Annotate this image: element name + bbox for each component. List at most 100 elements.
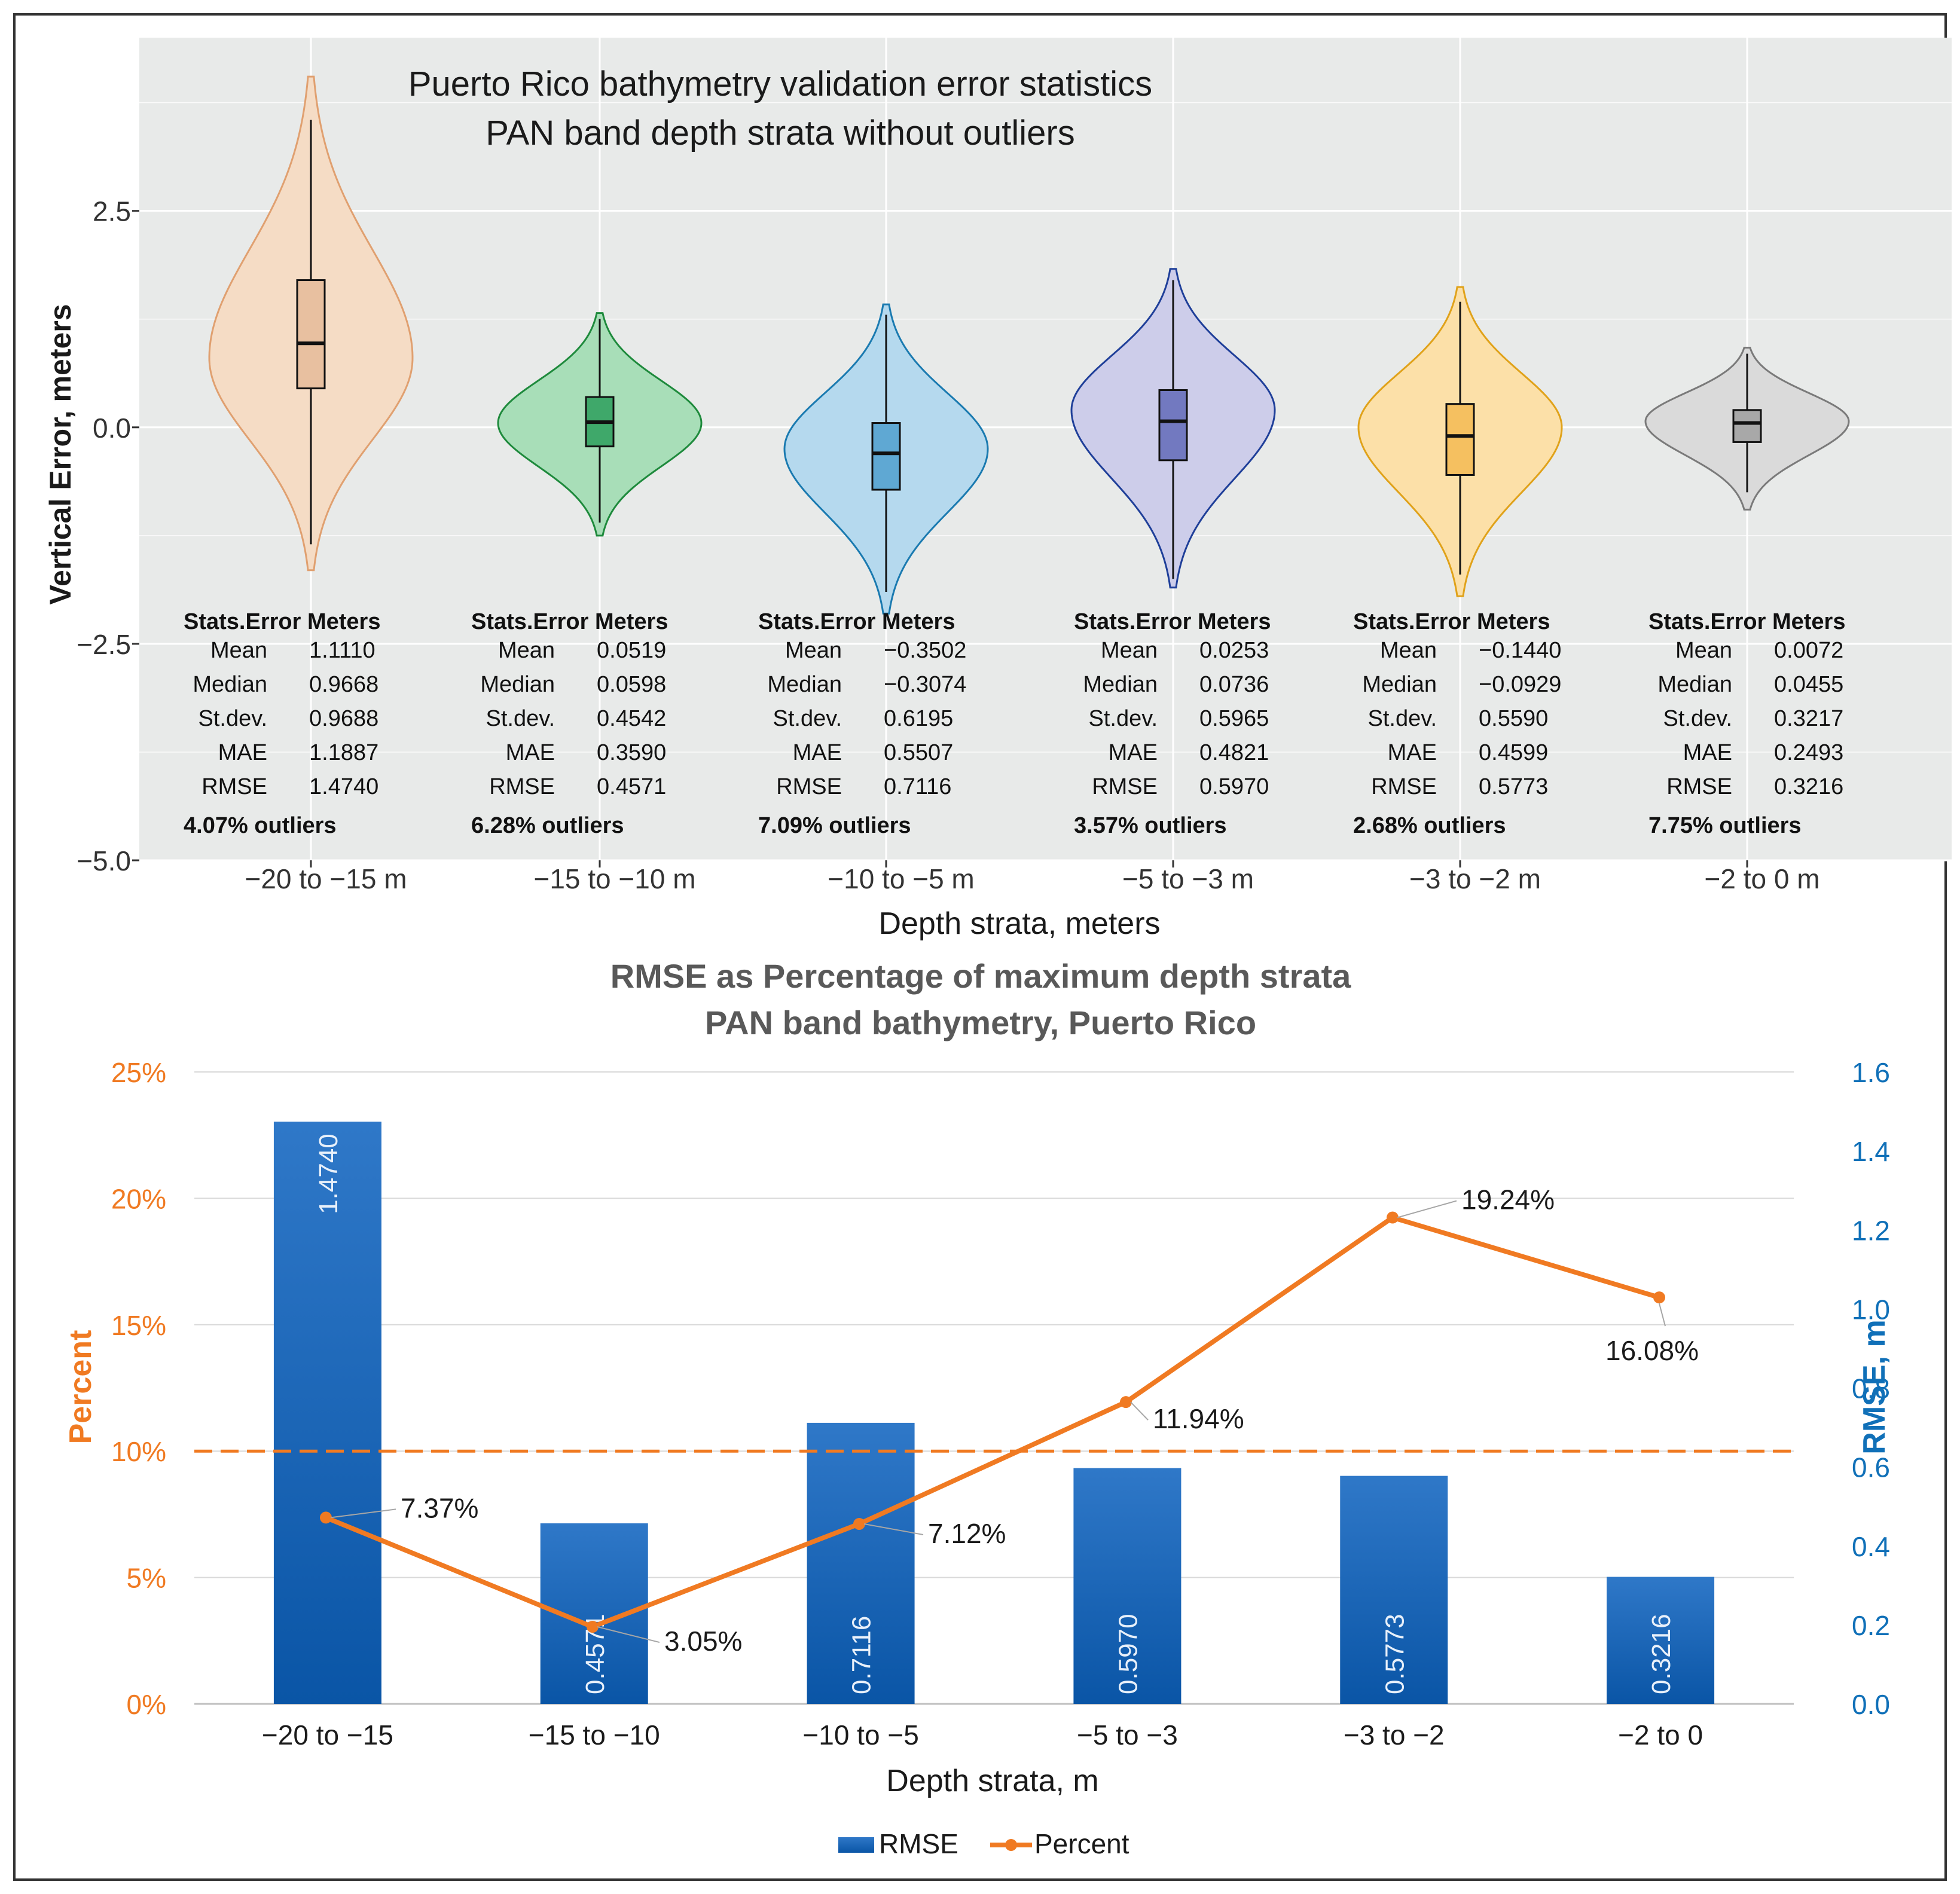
rmse-tick-label: 0.8 bbox=[1852, 1373, 1890, 1404]
stat-name: Median bbox=[1083, 672, 1158, 697]
iqr-box bbox=[871, 422, 901, 491]
stat-name: Median bbox=[480, 672, 555, 697]
iqr-box bbox=[1158, 389, 1188, 462]
stat-value: 0.7116 bbox=[884, 774, 951, 799]
percent-marker bbox=[1387, 1211, 1399, 1224]
stats-header-label: Stats.Error Meters bbox=[184, 609, 380, 634]
bar-x-axis-title: Depth strata, m bbox=[886, 1764, 1098, 1798]
stat-name: Mean bbox=[1101, 638, 1158, 663]
stat-name: MAE bbox=[506, 740, 555, 765]
stat-name: MAE bbox=[1109, 740, 1158, 765]
violin-subtitle: PAN band depth strata without outliers bbox=[486, 114, 1075, 152]
stat-name: RMSE bbox=[1371, 774, 1437, 799]
stat-value: 0.0598 bbox=[597, 672, 666, 697]
y-tick-label: 0.0 bbox=[93, 413, 131, 444]
stats-table: Stats.Error Meters Mean 0.0253 Median 0.0736… bbox=[1074, 609, 1271, 838]
rmse-axis: 0.0 0.2 0.4 0.6 0.8 1.0 1.2 1.4 1.6 bbox=[1852, 1057, 1890, 1720]
stat-name: St.dev. bbox=[1368, 706, 1437, 731]
stat-name: RMSE bbox=[776, 774, 842, 799]
violin-group bbox=[1357, 286, 1563, 597]
percent-leader-line bbox=[1130, 1401, 1149, 1420]
bar-gridlines bbox=[194, 1071, 1794, 1705]
stat-name: RMSE bbox=[489, 774, 555, 799]
stat-value: 0.0519 bbox=[597, 638, 666, 663]
legend-rmse-label: RMSE bbox=[879, 1828, 958, 1859]
outliers-label: 7.09% outliers bbox=[758, 813, 911, 838]
percent-leader-line bbox=[597, 1626, 660, 1643]
rmse-axis-title: RMSE, m bbox=[1857, 1319, 1892, 1454]
stat-value: 0.5773 bbox=[1479, 774, 1548, 799]
stat-name: RMSE bbox=[1666, 774, 1732, 799]
stat-value: 0.4821 bbox=[1199, 740, 1269, 765]
rmse-tick-label: 1.0 bbox=[1852, 1294, 1890, 1325]
stat-name: St.dev. bbox=[486, 706, 555, 731]
violin-y-axis: 2.5 0.0 −2.5 −5.0 bbox=[77, 196, 139, 876]
stat-name: Mean bbox=[498, 638, 555, 663]
stat-name: Median bbox=[1362, 672, 1437, 697]
x-tick-label: −2 to 0 m bbox=[1704, 863, 1819, 894]
violin-group bbox=[497, 312, 703, 537]
percent-data-label: 7.12% bbox=[928, 1518, 1006, 1549]
x-tick-label: −3 to −2 m bbox=[1409, 863, 1541, 894]
rmse-bar-group: 0.5773 bbox=[1340, 1476, 1448, 1704]
violin-x-axis-title: Depth strata, meters bbox=[878, 906, 1160, 941]
violin-group bbox=[1070, 268, 1276, 589]
rmse-bar-label: 0.5773 bbox=[1380, 1614, 1409, 1694]
bar-x-tick-label: −3 to −2 bbox=[1344, 1719, 1445, 1751]
stats-tables: Stats.Error Meters Mean 1.1110 Median 0.9668… bbox=[184, 609, 1845, 838]
stat-name: MAE bbox=[1683, 740, 1732, 765]
stat-value: −0.1440 bbox=[1479, 638, 1561, 663]
stat-name: Median bbox=[193, 672, 267, 697]
stat-name: RMSE bbox=[1092, 774, 1158, 799]
violins bbox=[208, 75, 1850, 615]
violin-group bbox=[1644, 347, 1850, 511]
stat-name: St.dev. bbox=[1663, 706, 1732, 731]
rmse-bar bbox=[1607, 1577, 1715, 1704]
bar-chart-subtitle: PAN band bathymetry, Puerto Rico bbox=[705, 1004, 1256, 1041]
x-tick-label: −5 to −3 m bbox=[1122, 863, 1254, 894]
stat-name: MAE bbox=[793, 740, 842, 765]
legend: RMSE Percent bbox=[838, 1828, 1129, 1859]
legend-percent-label: Percent bbox=[1034, 1828, 1129, 1859]
rmse-tick-label: 0.6 bbox=[1852, 1452, 1890, 1483]
legend-percent-swatch-marker bbox=[1005, 1839, 1017, 1851]
rmse-bar-label: 0.7116 bbox=[847, 1616, 877, 1694]
violin-chart: Stats.Error Meters Mean 1.1110 Median 0.9668… bbox=[44, 38, 1952, 941]
stat-value: 0.4542 bbox=[597, 706, 666, 731]
rmse-bar-label: 0.5970 bbox=[1113, 1614, 1143, 1694]
percent-axis: 0% 5% 10% 15% 20% 25% bbox=[111, 1057, 166, 1720]
violin-group bbox=[783, 303, 989, 615]
stats-header-label: Stats.Error Meters bbox=[1648, 609, 1845, 634]
stats-header-label: Stats.Error Meters bbox=[1074, 609, 1271, 634]
stat-name: MAE bbox=[1388, 740, 1437, 765]
percent-data-label: 7.37% bbox=[401, 1492, 478, 1523]
rmse-bar-label: 1.4740 bbox=[314, 1134, 343, 1214]
violin-x-axis: −20 to −15 m −15 to −10 m −10 to −5 m −5 to… bbox=[245, 860, 1820, 894]
bar-x-tick-label: −5 to −3 bbox=[1077, 1719, 1178, 1751]
percent-tick-label: 20% bbox=[111, 1183, 166, 1214]
stat-value: 0.6195 bbox=[884, 706, 953, 731]
stat-name: MAE bbox=[218, 740, 267, 765]
rmse-bar bbox=[1340, 1476, 1448, 1704]
percent-leader-line bbox=[1397, 1200, 1457, 1218]
bar-line-chart: RMSE as Percentage of maximum depth stra… bbox=[63, 957, 1892, 1859]
stat-value: 0.9688 bbox=[309, 706, 378, 731]
bar-x-axis: −20 to −15 −15 to −10 −10 to −5 −5 to −3 −3 … bbox=[262, 1719, 1703, 1751]
stat-value: 0.0253 bbox=[1199, 638, 1269, 663]
stat-value: 0.2493 bbox=[1774, 740, 1843, 765]
outliers-label: 7.75% outliers bbox=[1648, 813, 1802, 838]
stats-header-label: Stats.Error Meters bbox=[758, 609, 955, 634]
percent-leader-line bbox=[1659, 1303, 1666, 1327]
stat-name: Mean bbox=[210, 638, 267, 663]
bar-chart-title: RMSE as Percentage of maximum depth stra… bbox=[610, 957, 1351, 995]
stats-table: Stats.Error Meters Mean −0.3502 Median −0.30… bbox=[758, 609, 966, 838]
stats-table: Stats.Error Meters Mean 0.0072 Median 0.0455… bbox=[1648, 609, 1845, 838]
stat-value: 1.4740 bbox=[309, 774, 378, 799]
rmse-tick-label: 1.2 bbox=[1852, 1215, 1890, 1246]
bar-x-tick-label: −2 to 0 bbox=[1618, 1719, 1703, 1751]
rmse-bar-group: 0.7116 bbox=[807, 1422, 915, 1704]
stat-value: 0.0736 bbox=[1199, 672, 1269, 697]
rmse-bar-group: 0.3216 bbox=[1607, 1577, 1715, 1704]
stat-name: St.dev. bbox=[199, 706, 267, 731]
